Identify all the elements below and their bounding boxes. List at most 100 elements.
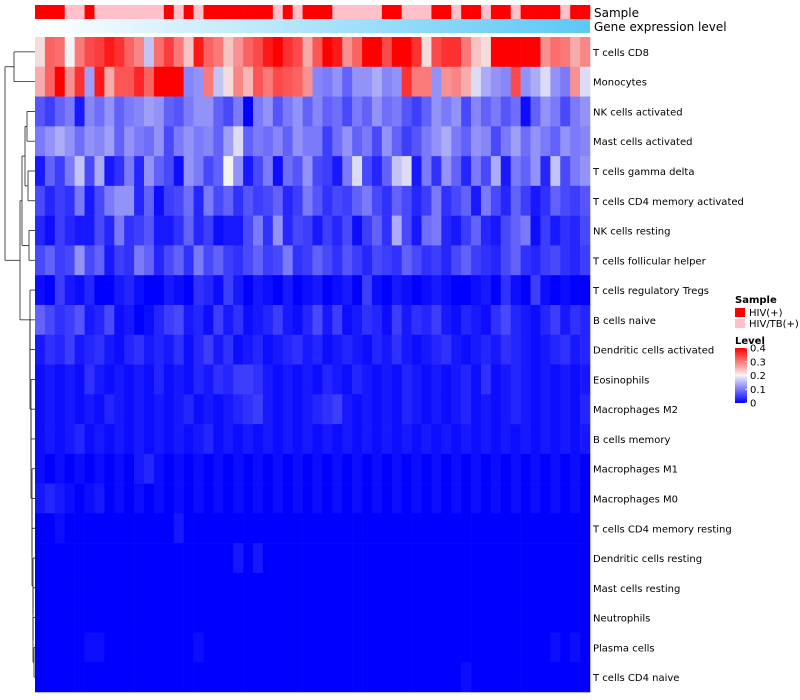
heatmap-cell (560, 453, 571, 484)
heatmap-cell (262, 364, 274, 395)
heatmap-cell (371, 334, 383, 365)
heatmap-cell (253, 126, 264, 157)
heatmap-cell (332, 394, 343, 425)
heatmap-cell (580, 572, 591, 603)
heatmap-cell (441, 126, 452, 157)
heatmap-cell (520, 37, 531, 68)
heatmap-cell (94, 483, 105, 514)
heatmap-cell (64, 662, 75, 693)
heatmap-cell (163, 602, 175, 633)
legend-level-tick-label: 0.3 (750, 357, 766, 368)
heatmap-cell (471, 424, 482, 455)
heatmap-cell (560, 215, 571, 246)
heatmap-cell (520, 96, 531, 127)
heatmap-cell (54, 632, 66, 663)
heatmap-cell (480, 96, 492, 127)
heatmap-cell (312, 66, 323, 97)
heatmap-cell (292, 215, 303, 246)
heatmap-cell (213, 66, 224, 97)
heatmap-cell (153, 424, 165, 455)
heatmap-cell (104, 394, 115, 425)
heatmap-cell (302, 632, 313, 663)
heatmap-cell (54, 572, 66, 603)
heatmap-cell (84, 245, 95, 276)
heatmap-cell (461, 245, 472, 276)
heatmap-cell (64, 513, 75, 544)
heatmap-cell (183, 156, 194, 187)
heatmap-cell (342, 334, 353, 365)
heatmap-cell (134, 245, 145, 276)
heatmap-cell (272, 513, 284, 544)
heatmap-cell (203, 304, 214, 336)
heatmap-cell (500, 572, 512, 603)
heatmap-cell (213, 185, 224, 216)
heatmap-cell (441, 37, 452, 68)
heatmap-cell (153, 334, 165, 365)
heatmap-cell (183, 245, 194, 276)
heatmap-cell (35, 483, 46, 514)
heatmap-cell (183, 275, 194, 306)
heatmap-cell (163, 632, 175, 663)
heatmap-cell (114, 483, 125, 514)
heatmap-cell (352, 304, 363, 336)
heatmap-cell (163, 215, 175, 246)
heatmap-cell (44, 602, 56, 633)
heatmap-cell (550, 96, 561, 127)
heatmap-cell (233, 215, 244, 246)
heatmap-cell (441, 156, 452, 187)
sample-annotation-cell (461, 5, 472, 19)
sample-annotation-cell (163, 5, 175, 19)
heatmap-cell (54, 96, 66, 127)
heatmap-cell (570, 156, 581, 187)
heatmap-cell (560, 572, 571, 603)
heatmap-cell (550, 364, 561, 395)
heatmap-cell (510, 424, 521, 455)
heatmap-cell (163, 66, 175, 97)
heatmap-cell (342, 66, 353, 97)
heatmap-cell (352, 602, 363, 633)
heatmap-cell (352, 632, 363, 663)
heatmap-cell (441, 424, 452, 455)
heatmap-cell (421, 602, 432, 633)
heatmap-cell (540, 662, 551, 693)
heatmap-cell (153, 602, 165, 633)
heatmap-cell (500, 66, 512, 97)
heatmap-cell (54, 483, 66, 514)
sample-annotation-cell (332, 5, 343, 19)
sample-annotation-cell (173, 5, 184, 19)
heatmap-cell (243, 37, 254, 68)
heatmap-cell (292, 185, 303, 216)
heatmap-cell (253, 513, 264, 544)
heatmap-cell (292, 304, 303, 336)
heatmap-cell (560, 543, 571, 574)
heatmap-cell (490, 304, 502, 336)
heatmap-cell (362, 156, 373, 187)
heatmap-cell (282, 275, 293, 306)
heatmap-cell (213, 304, 224, 336)
heatmap-cell (203, 66, 214, 97)
heatmap-cell (401, 602, 412, 633)
heatmap-cell (114, 185, 125, 216)
heatmap-cell (471, 632, 482, 663)
heatmap-cell (54, 66, 66, 97)
heatmap-cell (540, 156, 551, 187)
heatmap-cell (104, 632, 115, 663)
heatmap-cell (74, 602, 85, 633)
heatmap-cell (104, 543, 115, 574)
heatmap-cell (253, 662, 264, 693)
heatmap-cell (471, 66, 482, 97)
heatmap-cell (64, 156, 75, 187)
heatmap-cell (362, 513, 373, 544)
heatmap-cell (461, 424, 472, 455)
heatmap-cell (530, 275, 541, 306)
heatmap-cell (342, 453, 353, 484)
heatmap-cell (44, 156, 56, 187)
heatmap-cell (134, 632, 145, 663)
sample-annotation-cell (520, 5, 531, 19)
heatmap-cell (550, 632, 561, 663)
heatmap-cell (322, 215, 333, 246)
heatmap-cell (550, 66, 561, 97)
heatmap-cell (272, 37, 284, 68)
heatmap-cell (183, 394, 194, 425)
heatmap-cell (342, 602, 353, 633)
